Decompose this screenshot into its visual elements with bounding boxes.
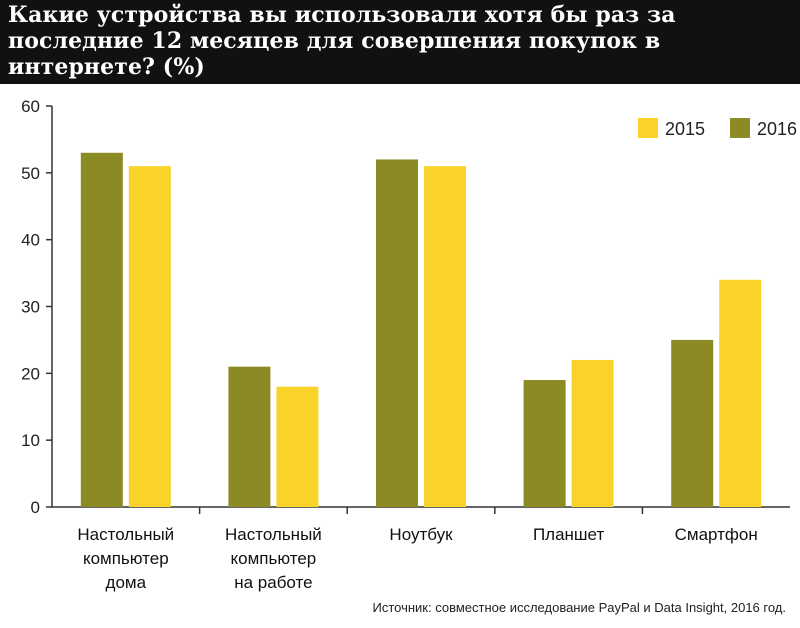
legend-swatch-2015 xyxy=(638,118,658,138)
legend-label-2016: 2016 xyxy=(757,119,797,139)
x-category-label: Настольный компьютер дома xyxy=(77,525,174,592)
bar-2015 xyxy=(276,386,319,507)
bar-chart: 0 10 20 30 40 50 60 Настольный компьютер дома Наст… xyxy=(21,97,797,592)
y-tick-label: 20 xyxy=(21,364,40,383)
y-tick-label: 50 xyxy=(21,164,40,183)
y-tick-label: 60 xyxy=(21,97,40,116)
y-tick-label: 40 xyxy=(21,231,40,250)
y-tick-label: 10 xyxy=(21,431,40,450)
bar-2015 xyxy=(719,279,762,507)
bar-2016 xyxy=(671,339,714,507)
bar-2016 xyxy=(80,152,123,507)
bar-2016 xyxy=(376,159,418,507)
source-note: Источник: совместное исследование PayPal… xyxy=(372,600,786,615)
legend-label-2015: 2015 xyxy=(665,119,705,139)
legend-swatch-2016 xyxy=(730,118,750,138)
x-category-label: Планшет xyxy=(533,525,605,544)
y-tick-label: 30 xyxy=(21,298,40,317)
x-category-label: Смартфон xyxy=(675,525,758,544)
bar-2016 xyxy=(523,380,566,507)
bar-2015 xyxy=(424,166,466,507)
bar-2016 xyxy=(228,366,271,507)
bar-2015 xyxy=(128,166,171,507)
x-category-label: Настольный компьютер на работе xyxy=(225,525,322,592)
x-category-label: Ноутбук xyxy=(389,525,453,544)
chart-title: Какие устройства вы использовали хотя бы… xyxy=(8,2,676,80)
y-tick-label: 0 xyxy=(31,498,40,517)
bar-2015 xyxy=(571,359,614,507)
title-band: Какие устройства вы использовали хотя бы… xyxy=(0,0,800,84)
